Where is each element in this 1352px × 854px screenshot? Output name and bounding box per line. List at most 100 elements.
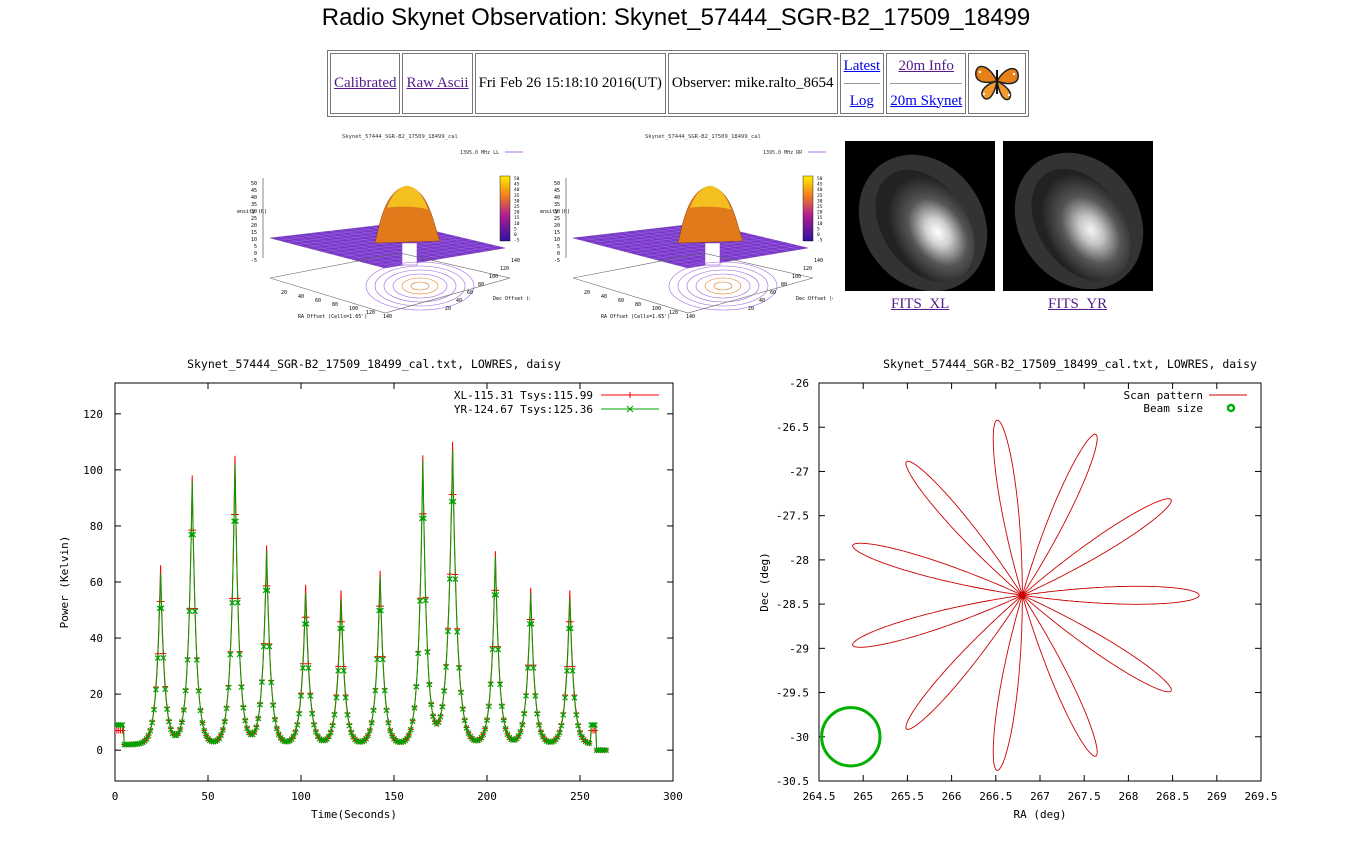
butterfly-icon[interactable] <box>972 56 1022 106</box>
data-point <box>558 722 565 729</box>
data-point <box>424 649 431 655</box>
thumb-z-tick: 10 <box>251 237 257 243</box>
data-point <box>251 729 258 736</box>
thumb-z-tick: -5 <box>251 258 257 264</box>
fits-xl-link[interactable]: FITS_XL <box>891 296 950 312</box>
y-tick-label: 40 <box>90 632 103 645</box>
data-point <box>435 719 442 726</box>
surface-plot-ll[interactable]: Skynet_57444_SGR-B2_17509_18499_cal 1395.… <box>235 128 530 328</box>
nav-table: Calibrated Raw Ascii Fri Feb 26 15:18:10… <box>327 50 1030 117</box>
log-link[interactable]: Log <box>849 92 874 109</box>
data-point <box>329 722 336 729</box>
raw-ascii-link[interactable]: Raw Ascii <box>406 75 469 91</box>
thumb-z-tick: 20 <box>554 223 560 229</box>
thumb-y-tick: 80 <box>781 282 787 288</box>
data-point <box>575 722 582 729</box>
thumb-z-tick: 5 <box>254 244 257 250</box>
thumb-mesh <box>367 244 489 264</box>
data-point <box>327 729 334 736</box>
thumb-z-tick: 0 <box>557 251 560 257</box>
latest-link[interactable]: Latest <box>843 57 881 74</box>
data-point <box>156 605 163 612</box>
fits-xl-image[interactable] <box>845 141 995 291</box>
thumb-zlabel: ensity (K) <box>540 209 570 215</box>
y-tick-label: -28.5 <box>776 598 809 611</box>
thumb-x-tick: 20 <box>281 290 287 296</box>
thumb-x-tick: 40 <box>601 294 607 300</box>
data-point <box>515 733 522 739</box>
x-tick-label: 267 <box>1030 790 1050 803</box>
data-point <box>193 657 200 663</box>
thumb-contour <box>383 269 457 303</box>
data-point <box>374 656 381 663</box>
data-point <box>385 719 392 726</box>
thumb-z-tick: 30 <box>554 209 560 215</box>
thumb-z-tick: -5 <box>554 258 560 264</box>
y-tick-label: -30.5 <box>776 775 809 788</box>
data-point <box>259 679 265 686</box>
data-point <box>255 715 262 722</box>
data-point <box>301 621 308 627</box>
fits-yr-image[interactable] <box>1003 141 1153 291</box>
info-link[interactable]: 20m Info <box>898 57 954 74</box>
thumb-y-tick: 120 <box>803 266 812 272</box>
thumb-colorbar-tick: 5 <box>817 226 820 232</box>
thumb-mesh <box>329 230 441 259</box>
data-point <box>335 667 342 674</box>
thumb-z-tick: 30 <box>251 209 257 215</box>
data-point <box>487 681 494 688</box>
thumb-contour <box>677 265 769 307</box>
data-point <box>164 706 171 713</box>
thumb-base <box>572 252 814 314</box>
data-point <box>348 729 355 736</box>
chart-title: Skynet_57444_SGR-B2_17509_18499_cal.txt,… <box>187 357 561 371</box>
scan-pattern-line <box>852 419 1200 771</box>
data-point <box>199 719 206 726</box>
y-tick-label: 120 <box>83 408 103 421</box>
data-point <box>344 711 351 718</box>
data-point <box>430 713 436 720</box>
y-tick-label: 0 <box>96 744 103 757</box>
data-point <box>154 655 161 661</box>
data-point <box>136 740 143 747</box>
thumb-y-tick: 40 <box>759 298 765 304</box>
data-point <box>389 732 396 739</box>
thumb-x-tick: 140 <box>686 314 695 320</box>
data-point <box>564 667 570 674</box>
x-tick-label: 267.5 <box>1068 790 1101 803</box>
data-point <box>556 729 563 736</box>
x-tick-label: 265.5 <box>891 790 924 803</box>
data-point <box>498 703 505 710</box>
thumb-x-tick: 120 <box>366 310 375 316</box>
thumb-contour <box>365 261 475 311</box>
data-point <box>346 722 353 729</box>
data-point <box>407 726 414 733</box>
data-point <box>577 729 583 736</box>
thumb-colorbar-tick: 10 <box>514 221 520 227</box>
observer-name: Observer: mike.ralto_8654 <box>671 75 834 91</box>
thumb-xlabel: RA Offset (Cells=1.65') <box>298 314 367 320</box>
fits-yr-link[interactable]: FITS_YR <box>1048 296 1108 312</box>
data-point <box>147 727 154 734</box>
data-point <box>383 707 390 714</box>
data-point <box>443 664 450 670</box>
x-tick-label: 300 <box>663 790 683 803</box>
thumb-colorbar-tick: 50 <box>514 176 520 182</box>
data-point <box>238 684 245 690</box>
data-point <box>404 735 410 742</box>
data-point <box>560 711 567 718</box>
x-tick-label: 268 <box>1118 790 1138 803</box>
thumb-title: Skynet_57444_SGR-B2_17509_18499_cal <box>645 134 761 140</box>
data-point <box>186 608 193 615</box>
calibrated-link[interactable]: Calibrated <box>334 75 397 91</box>
data-point <box>119 727 126 734</box>
data-point <box>197 707 204 714</box>
data-point <box>439 703 446 710</box>
thumb-z-tick: 5 <box>557 244 560 250</box>
thumb-contour <box>401 277 439 295</box>
nav-cell-observer: Observer: mike.ralto_8654 <box>667 53 838 114</box>
data-point <box>210 738 217 745</box>
skynet-link[interactable]: 20m Skynet <box>890 92 963 109</box>
power-vs-time-chart: Skynet_57444_SGR-B2_17509_18499_cal.txt,… <box>58 357 683 821</box>
surface-plot-rr[interactable]: Skynet_57444_SGR-B2_17509_18499_cal 1395.… <box>538 128 833 328</box>
